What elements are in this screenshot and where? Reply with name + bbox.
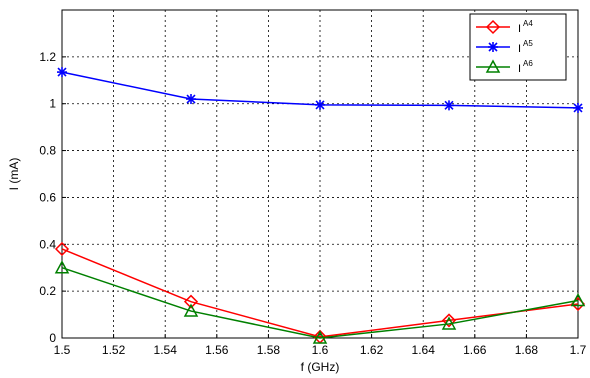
legend: I A4I A5I A6 [469, 13, 567, 81]
ticks: 1.5 1.52 1.54 1.56 1.58 1.6 1.62 1.64 1.66 1.68 1.… [39, 50, 586, 357]
series-a5-point [444, 100, 454, 111]
y-tick-label: 0.4 [39, 237, 56, 251]
x-tick-label: 1.54 [154, 343, 178, 357]
series-a6-point [183, 303, 199, 317]
legend-item-a5: I A5 [476, 39, 533, 55]
x-tick-label: 1.62 [360, 343, 384, 357]
series-a6-point [570, 292, 586, 307]
series-a6-point [54, 260, 70, 274]
series-a6-point [312, 330, 328, 344]
x-axis-label: f (GHz) [301, 360, 340, 374]
x-tick-label: 1.7 [570, 343, 587, 357]
y-tick-label: 0 [49, 331, 56, 345]
series-a5-point [57, 67, 67, 78]
x-tick-label: 1.56 [205, 343, 229, 357]
legend-marker [485, 19, 501, 35]
x-tick-label: 1.6 [312, 343, 329, 357]
series-a4-point [183, 294, 199, 309]
x-tick-label: 1.52 [102, 343, 126, 357]
legend-marker [485, 59, 501, 73]
x-tick-label: 1.58 [257, 343, 281, 357]
legend-label-superscript: A6 [523, 59, 533, 68]
x-tick-label: 1.5 [54, 343, 71, 357]
legend-label: I [518, 43, 521, 55]
series-a6-line [61, 267, 579, 339]
legend-label: I [518, 63, 521, 75]
series-a5-point [186, 94, 196, 105]
series-a6-point [441, 316, 457, 330]
series-a5-point [315, 99, 325, 110]
y-tick-label: 1 [49, 97, 56, 111]
legend-label-superscript: A4 [523, 19, 533, 28]
legend-marker [488, 42, 498, 52]
series-a5 [57, 67, 583, 113]
y-tick-label: 0.6 [39, 190, 56, 204]
series-a6 [54, 260, 586, 344]
series-a4-point [54, 241, 70, 257]
y-tick-label: 0.2 [39, 284, 56, 298]
y-tick-label: 1.2 [39, 50, 56, 64]
x-tick-label: 1.68 [515, 343, 539, 357]
legend-label-superscript: A5 [523, 39, 533, 48]
series-layer [54, 67, 586, 344]
y-axis-label: I (mA) [7, 158, 21, 191]
series-a5-point [573, 102, 583, 113]
legend-item-a6: I A6 [476, 59, 533, 75]
legend-label: I [518, 23, 521, 35]
legend-item-a4: I A4 [476, 19, 533, 35]
y-tick-label: 0.8 [39, 144, 56, 158]
x-tick-label: 1.66 [463, 343, 487, 357]
series-a4-point [441, 313, 457, 328]
series-a4-line [61, 248, 579, 338]
x-tick-label: 1.64 [412, 343, 436, 357]
